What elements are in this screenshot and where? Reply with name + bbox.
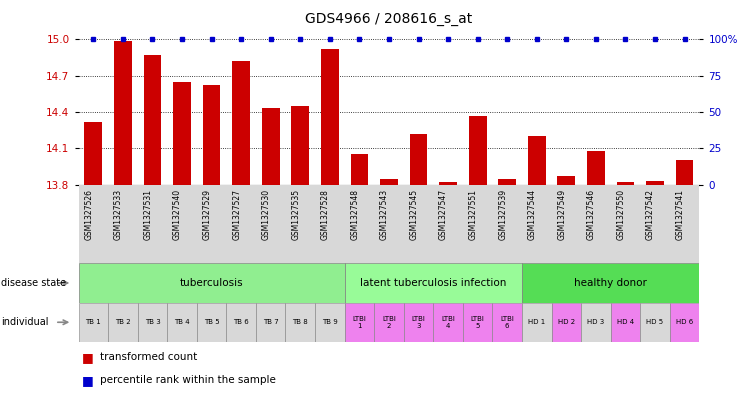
Bar bbox=[256, 303, 286, 342]
Text: LTBI
2: LTBI 2 bbox=[382, 316, 396, 329]
Bar bbox=[227, 303, 256, 342]
Bar bbox=[197, 303, 227, 342]
Text: TB 8: TB 8 bbox=[292, 319, 308, 325]
Bar bbox=[439, 182, 457, 185]
Text: GSM1327535: GSM1327535 bbox=[291, 189, 300, 240]
Text: GSM1327545: GSM1327545 bbox=[409, 189, 419, 240]
Bar bbox=[557, 176, 575, 185]
Bar bbox=[292, 106, 309, 185]
Bar bbox=[551, 303, 581, 342]
Bar bbox=[345, 303, 374, 342]
Bar bbox=[114, 40, 132, 185]
Bar bbox=[528, 136, 545, 185]
Bar bbox=[233, 61, 250, 185]
Text: TB 5: TB 5 bbox=[203, 319, 219, 325]
Bar bbox=[203, 85, 221, 185]
Text: healthy donor: healthy donor bbox=[574, 278, 647, 288]
Text: TB 2: TB 2 bbox=[115, 319, 131, 325]
Bar bbox=[168, 303, 197, 342]
Text: TB 9: TB 9 bbox=[322, 319, 337, 325]
Text: GSM1327527: GSM1327527 bbox=[232, 189, 241, 240]
Bar bbox=[85, 122, 102, 185]
Bar bbox=[669, 303, 699, 342]
Text: latent tuberculosis infection: latent tuberculosis infection bbox=[360, 278, 506, 288]
Text: GSM1327549: GSM1327549 bbox=[557, 189, 566, 240]
Text: TB 7: TB 7 bbox=[263, 319, 278, 325]
Text: TB 1: TB 1 bbox=[85, 319, 101, 325]
Bar bbox=[108, 303, 138, 342]
Text: GSM1327547: GSM1327547 bbox=[439, 189, 448, 240]
Text: GDS4966 / 208616_s_at: GDS4966 / 208616_s_at bbox=[305, 12, 473, 26]
Text: LTBI
6: LTBI 6 bbox=[500, 316, 514, 329]
Text: ■: ■ bbox=[82, 374, 94, 387]
Bar bbox=[522, 303, 551, 342]
Text: HD 2: HD 2 bbox=[558, 319, 575, 325]
Bar bbox=[262, 108, 280, 185]
Bar bbox=[410, 134, 427, 185]
Bar bbox=[646, 181, 664, 185]
Bar bbox=[315, 303, 345, 342]
Bar bbox=[463, 303, 492, 342]
Text: tuberculosis: tuberculosis bbox=[180, 278, 243, 288]
Bar bbox=[380, 179, 398, 185]
Text: GSM1327541: GSM1327541 bbox=[675, 189, 684, 240]
Text: GSM1327533: GSM1327533 bbox=[114, 189, 123, 240]
Text: GSM1327530: GSM1327530 bbox=[262, 189, 271, 240]
Text: GSM1327548: GSM1327548 bbox=[350, 189, 359, 240]
Text: TB 3: TB 3 bbox=[144, 319, 160, 325]
Text: transformed count: transformed count bbox=[100, 352, 197, 362]
Text: GSM1327539: GSM1327539 bbox=[498, 189, 507, 240]
Bar bbox=[610, 303, 640, 342]
Text: ■: ■ bbox=[82, 351, 94, 364]
Bar bbox=[522, 263, 699, 303]
Bar bbox=[581, 303, 610, 342]
Text: percentile rank within the sample: percentile rank within the sample bbox=[100, 375, 276, 385]
Text: TB 6: TB 6 bbox=[233, 319, 249, 325]
Bar bbox=[498, 179, 516, 185]
Bar bbox=[640, 303, 669, 342]
Bar bbox=[79, 303, 108, 342]
Text: GSM1327526: GSM1327526 bbox=[85, 189, 94, 240]
Bar bbox=[144, 55, 162, 185]
Bar bbox=[345, 263, 522, 303]
Bar bbox=[587, 151, 605, 185]
Bar bbox=[469, 116, 486, 185]
Bar bbox=[286, 303, 315, 342]
Bar bbox=[173, 82, 191, 185]
Text: disease state: disease state bbox=[1, 278, 66, 288]
Bar bbox=[404, 303, 433, 342]
Bar bbox=[433, 303, 463, 342]
Text: HD 1: HD 1 bbox=[528, 319, 545, 325]
Bar bbox=[138, 303, 168, 342]
Text: GSM1327540: GSM1327540 bbox=[173, 189, 182, 240]
Text: GSM1327544: GSM1327544 bbox=[528, 189, 537, 240]
Text: GSM1327542: GSM1327542 bbox=[646, 189, 655, 240]
Text: GSM1327531: GSM1327531 bbox=[144, 189, 153, 240]
Text: GSM1327529: GSM1327529 bbox=[203, 189, 212, 240]
Bar bbox=[492, 303, 522, 342]
Text: LTBI
5: LTBI 5 bbox=[470, 316, 485, 329]
Bar bbox=[675, 160, 693, 185]
Text: HD 4: HD 4 bbox=[617, 319, 634, 325]
Text: GSM1327546: GSM1327546 bbox=[587, 189, 596, 240]
Text: HD 6: HD 6 bbox=[676, 319, 693, 325]
Text: GSM1327528: GSM1327528 bbox=[321, 189, 330, 239]
Text: HD 3: HD 3 bbox=[587, 319, 604, 325]
Text: LTBI
4: LTBI 4 bbox=[441, 316, 455, 329]
Text: HD 5: HD 5 bbox=[646, 319, 663, 325]
Bar bbox=[616, 182, 634, 185]
Bar bbox=[79, 263, 345, 303]
Text: GSM1327543: GSM1327543 bbox=[380, 189, 389, 240]
Text: GSM1327550: GSM1327550 bbox=[616, 189, 625, 240]
Bar bbox=[321, 49, 339, 185]
Bar bbox=[374, 303, 404, 342]
Text: GSM1327551: GSM1327551 bbox=[469, 189, 478, 240]
Text: LTBI
3: LTBI 3 bbox=[411, 316, 426, 329]
Text: LTBI
1: LTBI 1 bbox=[352, 316, 367, 329]
Text: TB 4: TB 4 bbox=[174, 319, 190, 325]
Bar bbox=[351, 154, 368, 185]
Text: individual: individual bbox=[1, 317, 49, 327]
